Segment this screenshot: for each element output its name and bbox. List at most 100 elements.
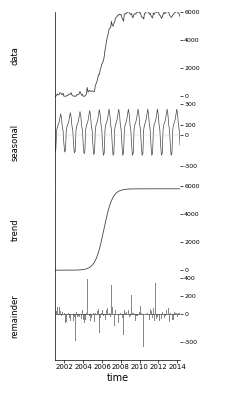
Bar bbox=[138, 314, 139, 315]
Bar bbox=[115, 310, 116, 314]
Bar bbox=[130, 314, 131, 316]
Bar bbox=[146, 314, 147, 315]
Bar bbox=[98, 310, 99, 314]
Text: data: data bbox=[10, 46, 20, 65]
Bar bbox=[123, 314, 124, 335]
Bar bbox=[90, 314, 91, 321]
Bar bbox=[137, 314, 138, 316]
Bar bbox=[82, 310, 83, 314]
Bar bbox=[114, 314, 115, 326]
Text: remainder: remainder bbox=[10, 295, 20, 338]
Bar bbox=[88, 314, 89, 315]
Bar bbox=[74, 314, 75, 317]
Bar bbox=[106, 310, 107, 314]
Bar bbox=[165, 314, 166, 316]
Bar bbox=[100, 314, 101, 316]
Bar bbox=[149, 314, 150, 320]
Bar bbox=[73, 314, 74, 321]
Bar bbox=[136, 314, 137, 316]
Bar bbox=[174, 312, 175, 314]
Bar bbox=[176, 313, 177, 314]
Bar bbox=[139, 312, 140, 314]
Bar bbox=[122, 314, 123, 318]
Bar bbox=[177, 314, 178, 317]
Bar bbox=[75, 314, 76, 341]
Bar bbox=[65, 314, 66, 323]
Bar bbox=[93, 313, 94, 314]
Bar bbox=[66, 314, 67, 322]
Bar bbox=[57, 307, 58, 314]
Bar bbox=[172, 314, 173, 320]
Bar bbox=[81, 314, 82, 319]
Bar bbox=[92, 309, 93, 314]
Bar bbox=[110, 314, 111, 317]
Bar bbox=[84, 314, 85, 323]
Bar bbox=[128, 310, 129, 314]
Bar bbox=[169, 314, 170, 322]
Bar bbox=[140, 306, 141, 314]
Bar bbox=[175, 313, 176, 314]
Bar bbox=[60, 311, 61, 314]
Bar bbox=[126, 312, 127, 314]
Bar bbox=[69, 314, 70, 318]
Bar bbox=[83, 314, 84, 320]
Bar bbox=[111, 285, 112, 314]
Bar bbox=[85, 314, 86, 320]
Bar bbox=[96, 314, 97, 317]
Bar bbox=[167, 314, 168, 320]
Bar bbox=[119, 314, 120, 315]
Bar bbox=[170, 313, 171, 314]
Bar bbox=[173, 314, 174, 320]
Bar bbox=[134, 314, 135, 315]
Bar bbox=[91, 314, 92, 318]
Bar bbox=[78, 314, 79, 316]
Bar bbox=[102, 310, 103, 314]
Bar bbox=[99, 314, 100, 333]
Bar bbox=[107, 308, 108, 314]
Bar bbox=[64, 313, 65, 314]
Bar bbox=[152, 314, 153, 318]
Bar bbox=[129, 314, 130, 318]
Text: trend: trend bbox=[10, 218, 20, 241]
Bar bbox=[156, 314, 157, 319]
Bar bbox=[63, 298, 64, 314]
Bar bbox=[166, 310, 167, 314]
Bar bbox=[120, 312, 121, 314]
Bar bbox=[103, 314, 104, 316]
Bar bbox=[70, 314, 71, 321]
Bar bbox=[61, 314, 62, 316]
Bar bbox=[67, 314, 68, 317]
Bar bbox=[124, 310, 125, 314]
Bar bbox=[59, 314, 60, 315]
Bar bbox=[121, 308, 122, 314]
Bar bbox=[94, 314, 95, 322]
Bar bbox=[163, 314, 164, 318]
Bar bbox=[77, 314, 78, 317]
Bar bbox=[133, 313, 134, 314]
Bar bbox=[164, 314, 165, 318]
Bar bbox=[143, 314, 144, 347]
Text: seasonal: seasonal bbox=[10, 124, 20, 161]
X-axis label: time: time bbox=[106, 373, 128, 383]
Bar bbox=[89, 314, 90, 316]
Bar bbox=[159, 314, 160, 316]
Bar bbox=[86, 313, 87, 314]
Bar bbox=[68, 313, 69, 314]
Bar bbox=[76, 312, 77, 314]
Bar bbox=[153, 308, 154, 314]
Bar bbox=[95, 313, 96, 314]
Bar bbox=[109, 310, 110, 314]
Bar bbox=[168, 308, 169, 314]
Bar bbox=[125, 313, 126, 314]
Bar bbox=[56, 311, 57, 314]
Bar bbox=[178, 313, 179, 314]
Bar bbox=[131, 295, 132, 314]
Bar bbox=[157, 314, 158, 317]
Bar bbox=[132, 313, 133, 314]
Bar bbox=[79, 314, 80, 317]
Bar bbox=[171, 313, 172, 314]
Bar bbox=[118, 314, 119, 323]
Bar bbox=[161, 314, 162, 319]
Bar bbox=[71, 308, 72, 314]
Bar bbox=[87, 279, 88, 314]
